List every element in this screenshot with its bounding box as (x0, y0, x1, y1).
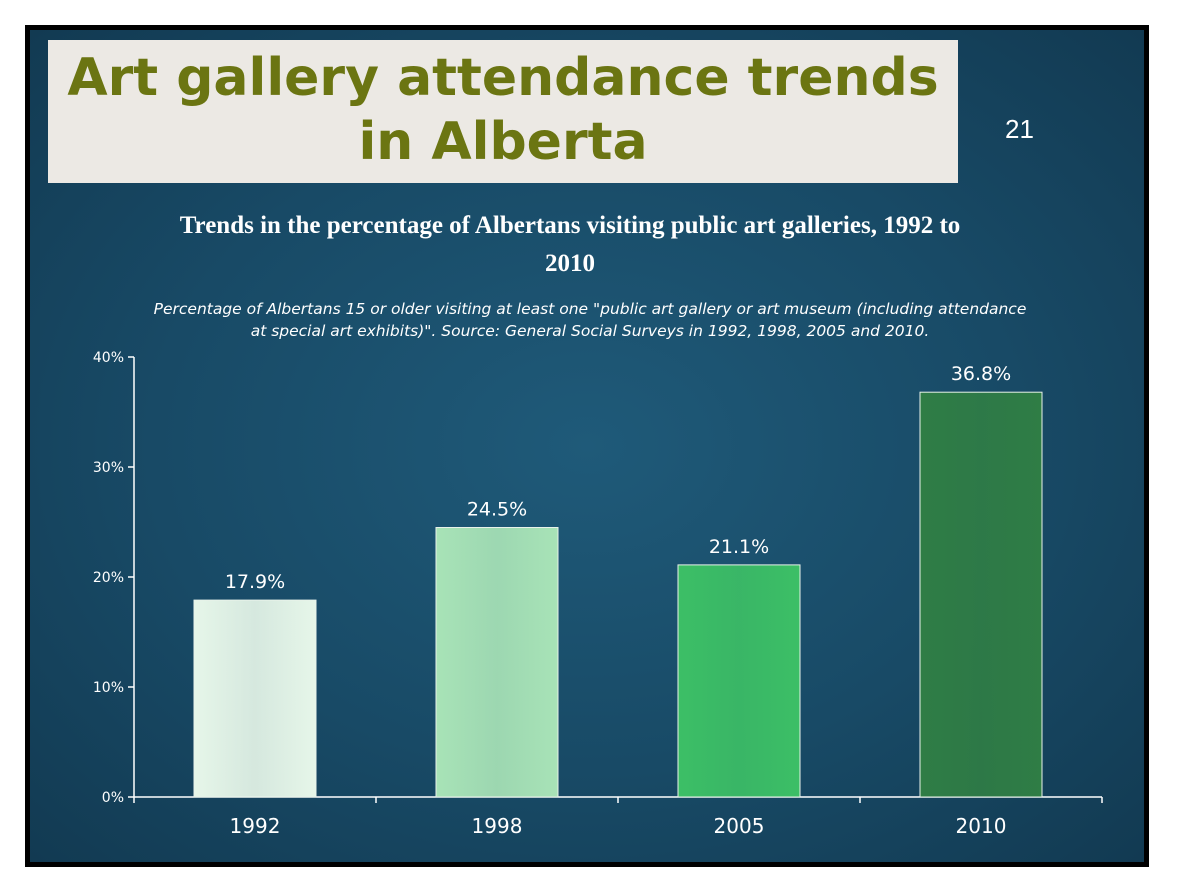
x-tick-label-1992: 1992 (230, 814, 281, 838)
data-label-2005: 21.1% (709, 536, 769, 558)
x-tick-label-1998: 1998 (472, 814, 523, 838)
y-tick-label: 10% (93, 680, 124, 696)
slide-number: 21 (1005, 114, 1034, 144)
data-label-1992: 17.9% (225, 571, 285, 593)
chart-subtitle: Percentage of Albertans 15 or older visi… (153, 300, 1027, 340)
y-tick-label: 20% (93, 570, 124, 586)
y-tick-label: 40% (93, 350, 124, 366)
chart-title: Trends in the percentage of Albertans vi… (179, 212, 961, 277)
x-tick-label-2005: 2005 (714, 814, 765, 838)
x-tick-label-2010: 2010 (956, 814, 1007, 838)
y-tick-label: 30% (93, 460, 124, 476)
bar-1998 (435, 527, 559, 798)
title-box: Art gallery attendance trends in Alberta (48, 40, 958, 183)
data-label-1998: 24.5% (467, 499, 527, 521)
slide-title: Art gallery attendance trends in Alberta (67, 48, 939, 172)
bar-2010 (919, 391, 1043, 798)
bar-2005 (677, 564, 801, 798)
data-label-2010: 36.8% (951, 363, 1011, 385)
bar-1992 (193, 599, 317, 798)
y-tick-label: 0% (102, 790, 124, 806)
